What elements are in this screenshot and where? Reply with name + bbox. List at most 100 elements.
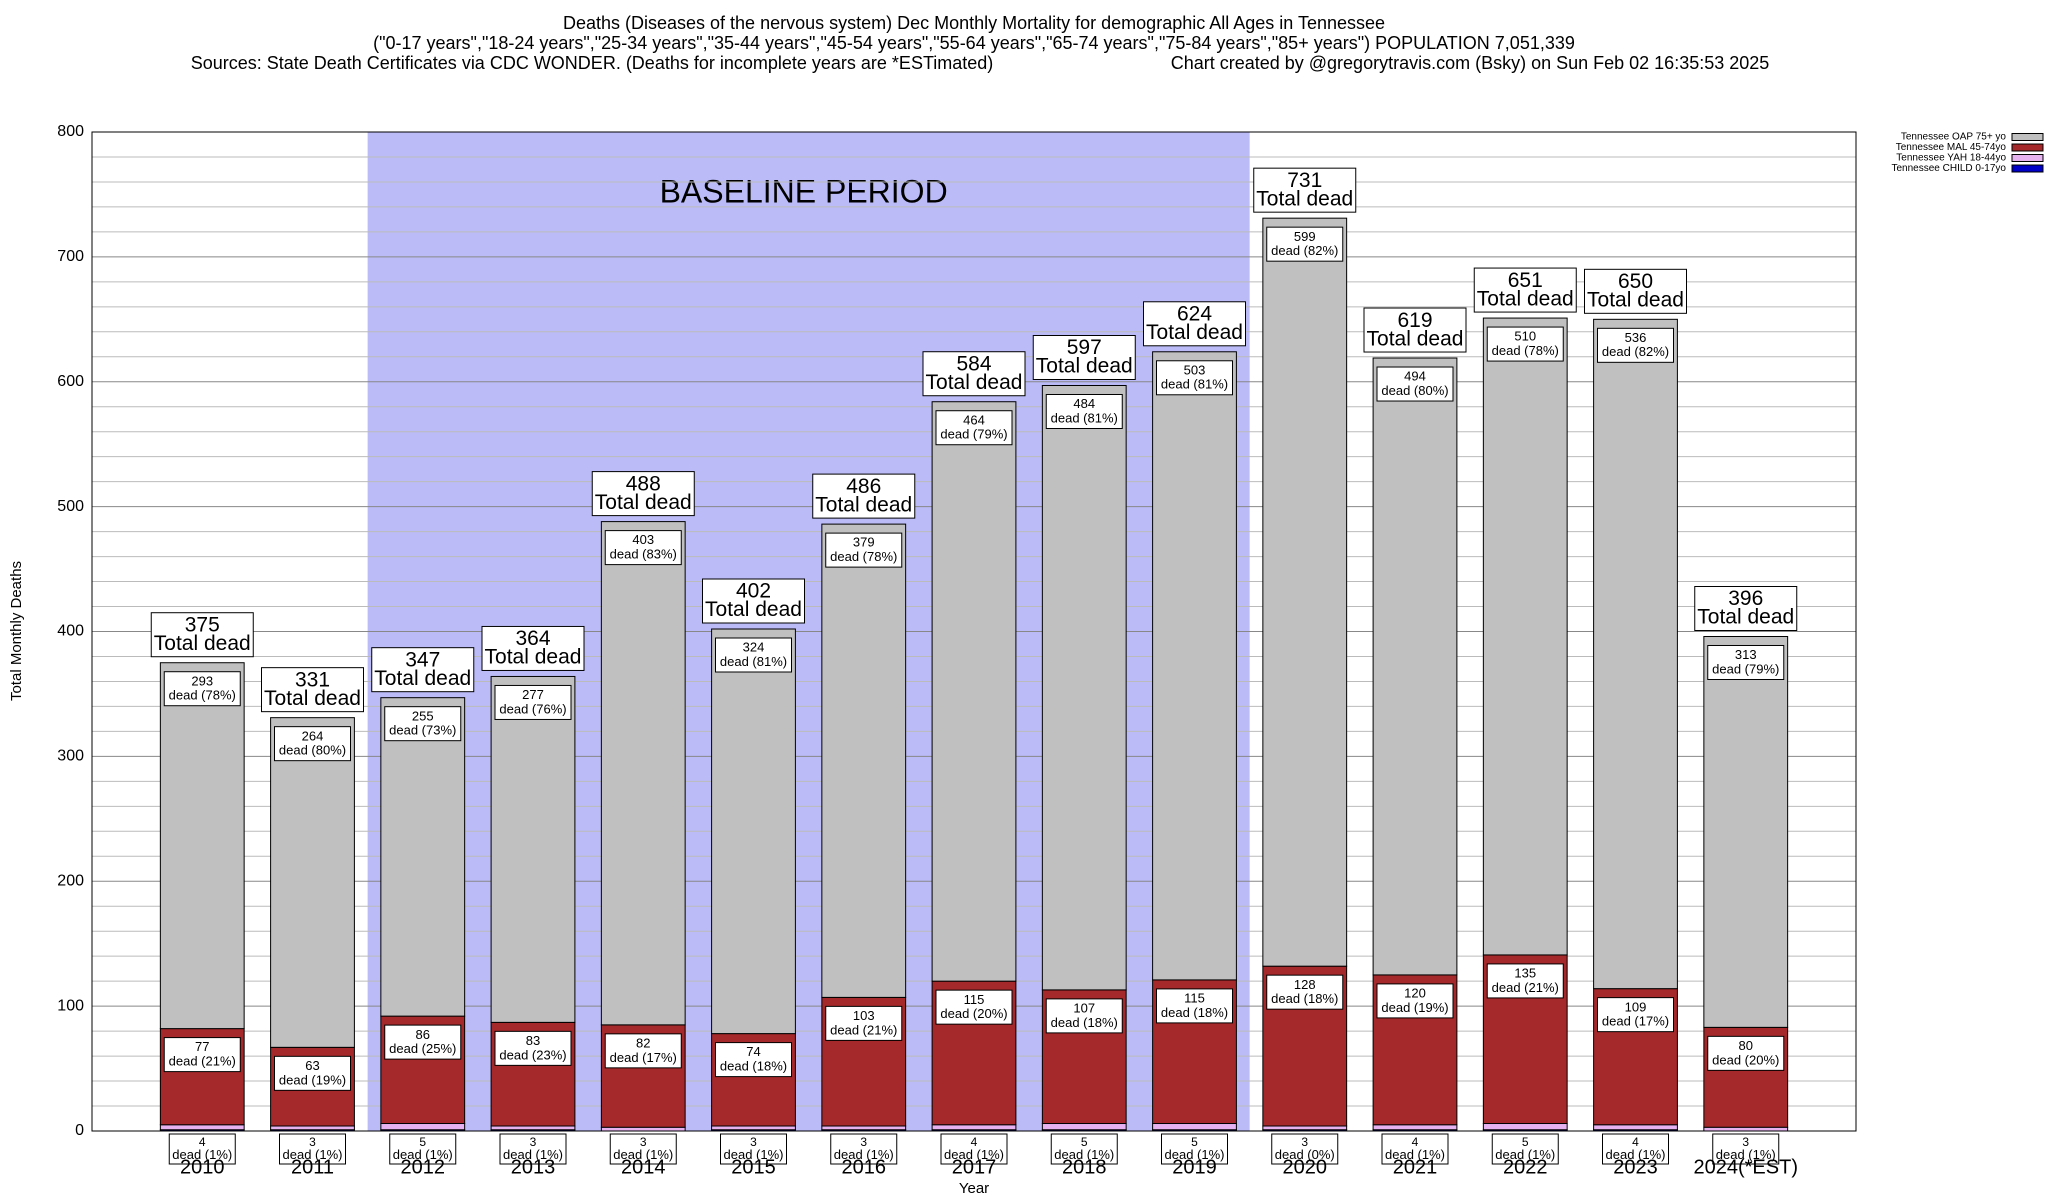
total-label: 364 (515, 627, 550, 650)
segment-label-share: dead (78%) (1492, 343, 1559, 358)
y-tick-label: 700 (57, 248, 84, 265)
total-label-box (371, 647, 475, 693)
segment-label-share: dead (82%) (1271, 243, 1338, 258)
bar-segment (1262, 217, 1348, 967)
bar-segment (821, 523, 907, 998)
segment-label-box (384, 1024, 462, 1060)
segment-label-box (825, 1005, 903, 1041)
bar-segment (1703, 1126, 1789, 1132)
yah-label-share: dead (0%) (1275, 1147, 1335, 1162)
bar-segment (821, 1125, 907, 1131)
yah-label-box (1381, 1133, 1449, 1165)
total-label-share: Total dead (815, 493, 912, 516)
legend-swatch (2011, 133, 2044, 141)
yah-label-box (830, 1133, 898, 1165)
total-label-share: Total dead (1697, 606, 1794, 629)
yah-label-box (1602, 1133, 1669, 1165)
bar-segment (1041, 1123, 1127, 1131)
yah-label-share: dead (1%) (393, 1147, 453, 1162)
total-label-box (702, 578, 805, 624)
chart-subtitle: ("0-17 years","18-24 years","25-34 years… (373, 33, 1575, 53)
total-label-box (591, 471, 695, 517)
bar-segment (490, 1125, 576, 1131)
bar-segment (270, 717, 355, 1048)
segment-label: 403 (632, 532, 654, 547)
yah-label-box (168, 1133, 236, 1165)
segment-label: 115 (1184, 991, 1205, 1006)
legend-label: Tennessee CHILD 0-17yo (1891, 163, 2006, 174)
segment-label-box (825, 532, 903, 568)
segment-label: 324 (743, 640, 765, 655)
segment-label-box (604, 1033, 682, 1069)
bar-segment (1152, 351, 1237, 981)
x-tick-label: 2015 (731, 1156, 776, 1178)
yah-label-share: dead (1%) (613, 1147, 673, 1162)
yah-label: 3 (640, 1135, 647, 1149)
segment-label: 77 (195, 1039, 209, 1054)
segment-label: 264 (302, 728, 324, 743)
yah-label-box (1161, 1133, 1228, 1165)
total-label-box (1584, 268, 1687, 314)
yah-label-share: dead (1%) (1054, 1147, 1114, 1162)
segment-label: 74 (746, 1044, 760, 1059)
yah-label: 4 (199, 1135, 206, 1149)
yah-label-box (499, 1133, 567, 1165)
total-label-share: Total dead (1146, 321, 1243, 344)
segment-label-share: dead (17%) (610, 1050, 677, 1065)
segment-label-box (935, 989, 1013, 1025)
segment-label: 510 (1514, 329, 1536, 344)
total-label-share: Total dead (374, 667, 471, 690)
segment-label-share: dead (82%) (1602, 344, 1669, 359)
segment-label-share: dead (18%) (1271, 991, 1338, 1006)
total-label-box (150, 612, 254, 658)
yah-label: 5 (1191, 1135, 1198, 1149)
segment-label-share: dead (81%) (1161, 377, 1228, 392)
segment-label-box (163, 671, 241, 707)
segment-label-share: dead (81%) (1051, 410, 1118, 425)
yah-label-box (1050, 1133, 1118, 1165)
bar-segment (711, 1125, 796, 1131)
total-label: 597 (1067, 336, 1102, 359)
yah-label: 5 (1081, 1135, 1088, 1149)
total-label: 731 (1287, 169, 1322, 192)
total-label: 584 (956, 352, 991, 375)
bar-segment (1593, 1124, 1678, 1131)
bar-segment (1262, 1125, 1348, 1131)
bar-segment (490, 675, 576, 1023)
chart-title: Deaths (Diseases of the nervous system) … (563, 13, 1385, 33)
total-label: 396 (1728, 587, 1763, 610)
yah-label: 5 (419, 1135, 426, 1149)
total-label: 375 (185, 613, 220, 636)
total-label-share: Total dead (1367, 327, 1464, 350)
segment-label-box (1376, 366, 1454, 402)
segment-label-share: dead (18%) (1161, 1005, 1228, 1020)
total-label-share: Total dead (264, 687, 361, 710)
yah-label-box (1491, 1133, 1559, 1165)
total-label-box (812, 473, 916, 519)
segment-label-share: dead (25%) (389, 1041, 456, 1056)
segment-label-share: dead (78%) (169, 688, 236, 703)
yah-label: 3 (309, 1135, 316, 1149)
segment-label: 293 (191, 673, 213, 688)
x-tick-label: 2014 (621, 1156, 666, 1178)
x-tick-label: 2024(*EST) (1694, 1156, 1799, 1178)
segment-label: 120 (1404, 986, 1426, 1001)
yah-label-box (1712, 1133, 1780, 1165)
total-label-box (1032, 334, 1136, 380)
segment-label: 63 (305, 1058, 319, 1073)
segment-label-box (494, 684, 572, 720)
segment-label-share: dead (80%) (1381, 383, 1448, 398)
x-tick-label: 2021 (1393, 1156, 1438, 1178)
segment-label-box (1707, 644, 1785, 680)
segment-label: 80 (1739, 1038, 1753, 1053)
total-label-box (1363, 307, 1467, 353)
legend-swatch (2011, 143, 2044, 152)
x-tick-label: 2010 (180, 1156, 225, 1178)
y-tick-label: 300 (57, 748, 84, 765)
segment-label: 83 (526, 1033, 540, 1048)
x-tick-label: 2023 (1613, 1156, 1658, 1178)
y-tick-label: 200 (57, 872, 84, 889)
bar-segment (1703, 635, 1789, 1028)
